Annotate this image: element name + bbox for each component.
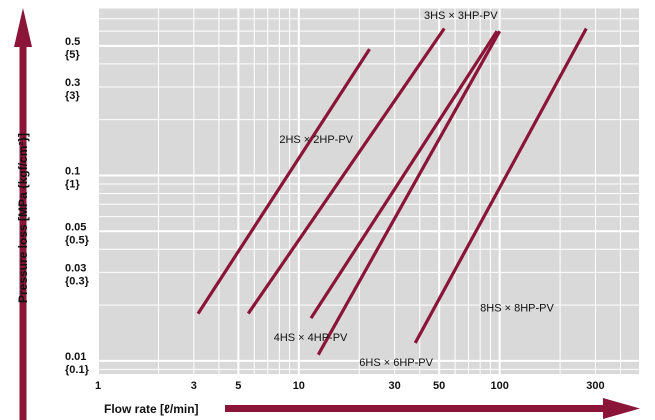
series-line	[413, 27, 588, 344]
series-lines	[196, 27, 588, 356]
series-label: 3HS × 3HP-PV	[424, 10, 498, 22]
plot-area	[98, 8, 640, 374]
x-axis-label: Flow rate [ℓ/min]	[104, 402, 199, 416]
y-tick-label: 0.01	[65, 351, 86, 363]
series-line	[316, 30, 502, 356]
y-axis-arrow-head	[14, 8, 32, 47]
tick-labels: 1 3 5 10 30 50 100 3000.5{5}0.3{3}0.1{1}0.05{0.…	[65, 36, 605, 392]
y-tick-label: 0.1	[65, 165, 80, 177]
x-tick-label: 300	[586, 380, 604, 392]
x-tick-label: 5	[235, 380, 241, 392]
x-tick-label: 30	[389, 380, 401, 392]
x-tick-label: 10	[293, 380, 305, 392]
y-tick-label: 0.05	[65, 221, 86, 233]
x-tick-label: 3	[191, 380, 197, 392]
y-tick-sublabel: {0.3}	[65, 275, 90, 287]
y-tick-label: 0.03	[65, 262, 86, 274]
x-axis-arrow-head	[603, 398, 640, 419]
x-tick-label: 100	[490, 380, 508, 392]
grid	[97, 7, 641, 374]
series-label: 6HS × 6HP-PV	[359, 357, 433, 369]
x-axis-arrow-shaft	[225, 405, 605, 412]
series-line	[246, 27, 446, 315]
y-axis-label: Pressure loss [MPa {kgf/cm²}]	[16, 133, 30, 303]
y-tick-label: 0.3	[65, 77, 80, 89]
series-label: 2HS × 2HP-PV	[279, 134, 353, 146]
series-line	[309, 30, 499, 320]
y-tick-sublabel: {0.1}	[65, 364, 90, 376]
y-tick-sublabel: {1}	[65, 178, 80, 190]
y-axis-arrow-shaft	[19, 45, 27, 420]
series-labels: 2HS × 2HP-PV 3HS × 3HP-PV 4HS × 4HP-PV 6HS …	[274, 10, 555, 369]
y-tick-sublabel: {5}	[65, 49, 80, 61]
y-tick-sublabel: {3}	[65, 90, 80, 102]
series-label: 4HS × 4HP-PV	[274, 332, 348, 344]
x-tick-label: 50	[433, 380, 445, 392]
series-line	[196, 48, 371, 315]
x-tick-label: 1	[95, 380, 101, 392]
series-label: 8HS × 8HP-PV	[480, 302, 554, 314]
y-tick-sublabel: {0.5}	[65, 234, 90, 246]
y-tick-label: 0.5	[65, 36, 80, 48]
